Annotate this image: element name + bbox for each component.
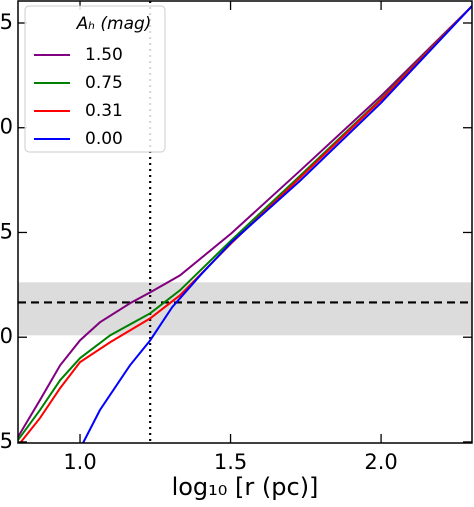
y-tick-label: 0 [0,115,13,139]
x-tick-label: 1.0 [63,450,96,474]
y-tick-label: 0 [0,324,13,348]
line-series [82,5,472,443]
y-tick-label: 5 [0,10,13,34]
legend-label: 0.00 [85,129,123,149]
line-series [19,5,472,443]
legend-label: 0.75 [85,73,123,93]
legend-label: 1.50 [85,45,123,65]
line-series [18,5,472,441]
legend-box [24,5,166,153]
x-tick-label: 2.0 [364,450,397,474]
x-axis-label: log₁₀ [r (pc)] [172,473,319,501]
shaded-band [18,282,472,336]
line-series [18,5,472,438]
legend-label: 0.31 [85,101,123,121]
x-tick-label: 1.5 [214,450,247,474]
plot-frame [17,0,473,444]
y-tick-label: 5 [0,219,13,243]
y-tick-label: 5 [0,429,13,453]
legend-title: Aₕ (mag) [76,14,152,34]
